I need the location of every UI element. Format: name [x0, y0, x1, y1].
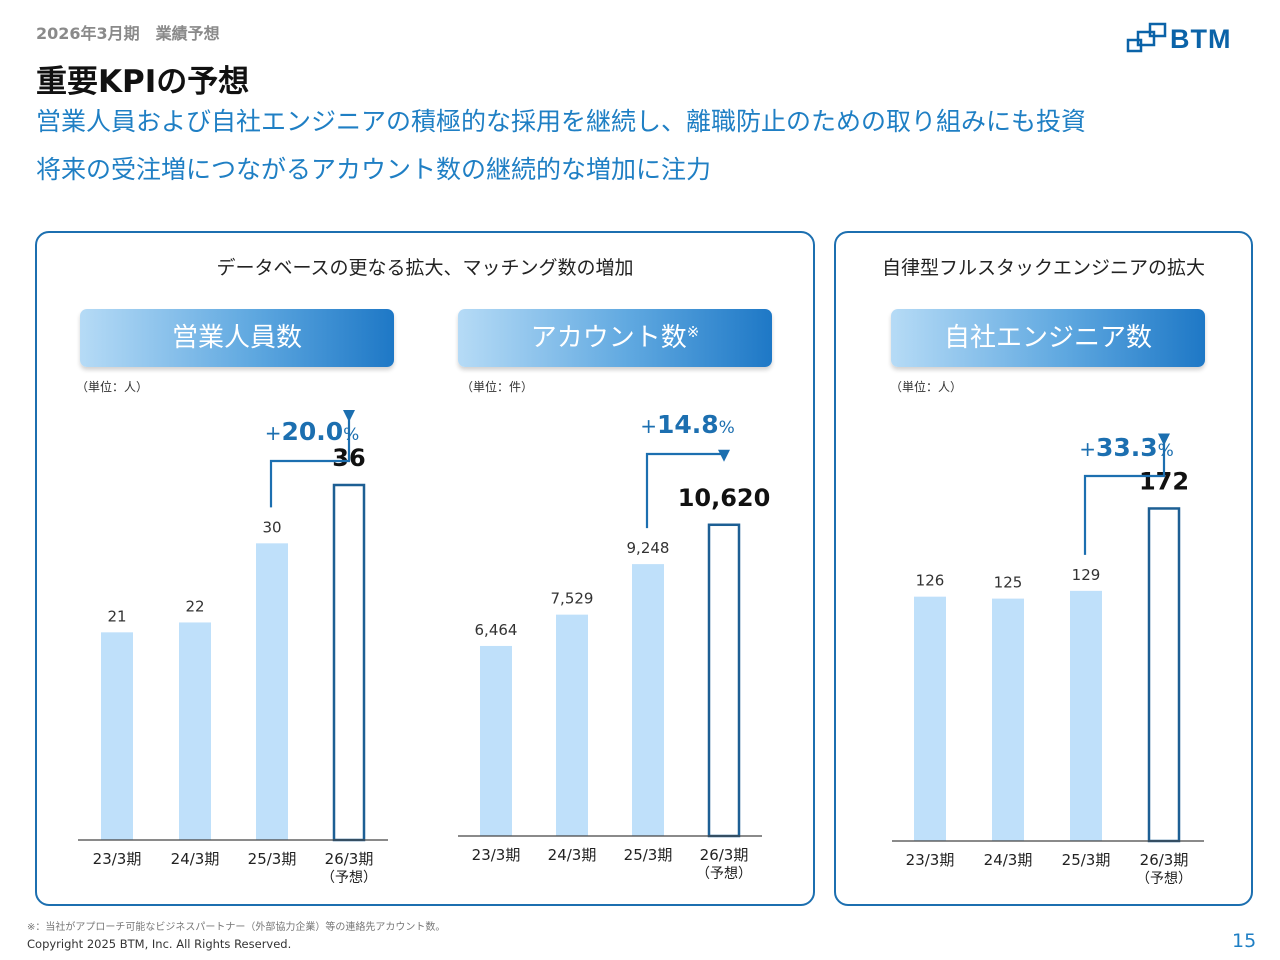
unit-label: （単位：人）: [890, 380, 963, 394]
data-label: 125: [994, 574, 1023, 592]
arrow-down-icon: [343, 410, 355, 422]
growth-rate-label: +33.3%: [1079, 433, 1174, 462]
x-tick-label: 26/3期: [700, 846, 749, 864]
x-tick-label: 25/3期: [624, 846, 673, 864]
x-tick-label: 26/3期: [325, 850, 374, 868]
panel-title: データベースの更なる拡大、マッチング数の増加: [216, 257, 634, 279]
arrow-down-icon: [1158, 433, 1170, 446]
x-tick-label: 24/3期: [984, 851, 1033, 869]
x-tick-label: 25/3期: [1062, 851, 1111, 869]
data-label: 30: [262, 518, 281, 536]
data-label: 129: [1072, 566, 1101, 584]
bar: [256, 543, 288, 840]
x-tick-note: （予想）: [696, 866, 752, 882]
data-label: 22: [185, 597, 204, 615]
x-tick-label: 24/3期: [548, 846, 597, 864]
x-tick-label: 23/3期: [93, 850, 142, 868]
chart-title-engineers: 自社エンジニア数: [891, 309, 1205, 367]
x-tick-label: 23/3期: [906, 851, 955, 869]
panel-title: 自律型フルスタックエンジニアの拡大: [881, 257, 1205, 279]
copyright: Copyright 2025 BTM, Inc. All Rights Rese…: [27, 937, 292, 951]
x-tick-label: 25/3期: [248, 850, 297, 868]
fiscal-period-label: 2026年3月期 業績予想: [36, 24, 220, 43]
btm-logo: BTM: [1126, 22, 1256, 58]
chart-title-accounts: アカウント数※: [458, 309, 772, 367]
growth-rate-label: +14.8%: [640, 410, 735, 439]
bar: [914, 596, 946, 841]
bar: [480, 645, 512, 836]
data-label: 9,248: [627, 539, 670, 557]
data-label: 21: [107, 607, 126, 625]
bar: [992, 598, 1024, 841]
chart-title-sales-staff: 営業人員数: [80, 309, 394, 367]
page-number: 15: [1232, 930, 1257, 952]
arrow-down-icon: [718, 449, 730, 462]
bar-forecast: [332, 483, 366, 842]
x-tick-label: 26/3期: [1140, 851, 1189, 869]
bar: [1070, 590, 1102, 841]
bar: [179, 622, 211, 840]
data-label-forecast: 10,620: [678, 484, 771, 512]
bar: [632, 564, 664, 836]
footnote: ※：当社がアプローチ可能なビジネスパートナー（外部協力企業）等の連絡先アカウント…: [27, 922, 446, 933]
bar: [556, 614, 588, 836]
logo-text: BTM: [1170, 24, 1232, 54]
btm-logo-icon: [1126, 22, 1167, 53]
subtitle-line-2: 将来の受注増につながるアカウント数の継続的な増加に注力: [36, 155, 712, 184]
subtitle-line-1: 営業人員および自社エンジニアの積極的な採用を継続し、離職防止のための取り組みにも…: [36, 107, 1087, 136]
unit-label: （単位：人）: [76, 380, 149, 394]
x-tick-label: 23/3期: [472, 846, 521, 864]
page-title: 重要KPIの予想: [36, 64, 250, 100]
x-tick-note: （予想）: [1136, 871, 1192, 887]
growth-bracket: [269, 412, 351, 508]
bar: [101, 632, 133, 840]
unit-label: （単位：件）: [461, 380, 534, 394]
growth-rate-label: +20.0%: [265, 417, 360, 446]
data-label: 6,464: [475, 621, 518, 639]
x-tick-label: 24/3期: [171, 850, 220, 868]
data-label: 7,529: [551, 590, 594, 608]
bar-forecast: [1147, 507, 1181, 843]
data-label: 126: [916, 572, 945, 590]
x-tick-note: （予想）: [321, 870, 377, 886]
growth-bracket: [1083, 435, 1166, 555]
